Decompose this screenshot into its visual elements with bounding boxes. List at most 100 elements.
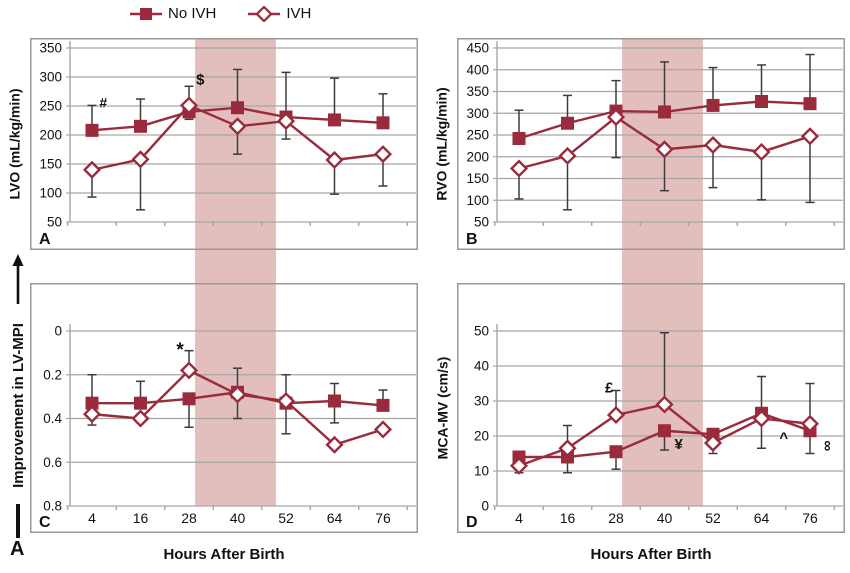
y-tick-label: 100 bbox=[466, 193, 489, 208]
x-tick-label: 16 bbox=[560, 510, 576, 526]
data-point-marker bbox=[800, 127, 820, 146]
legend-item-no-ivh: No IVH bbox=[128, 5, 216, 22]
x-tick-label: 4 bbox=[88, 510, 96, 526]
data-point-marker bbox=[276, 391, 296, 411]
data-point-marker bbox=[703, 433, 723, 453]
y-tick-label: 200 bbox=[466, 149, 489, 164]
x-tick-label: 52 bbox=[278, 510, 294, 526]
data-point-marker bbox=[85, 123, 99, 137]
y-tick-label: 300 bbox=[39, 70, 62, 85]
x-tick-label: 64 bbox=[754, 510, 770, 526]
panel-d-svg: £ ¥ ^ ∞ 0 10 20 30 40 50 4 16 28 40 52 64 76 D bbox=[457, 283, 845, 533]
highlight-band-gap-right bbox=[622, 250, 703, 283]
data-point-marker bbox=[328, 394, 341, 408]
data-point-marker bbox=[179, 96, 199, 115]
y-tick-label: 400 bbox=[466, 62, 489, 77]
panel-c-chart: * 0 0.2 0.4 0.6 0.8 4 16 28 40 52 64 76 C bbox=[30, 283, 418, 533]
series-markers-diamond bbox=[509, 395, 820, 475]
y-tick-label: 0.2 bbox=[43, 367, 62, 382]
data-point-marker bbox=[231, 101, 244, 115]
y-tick-label: 250 bbox=[39, 99, 62, 114]
annotation-symbol: $ bbox=[196, 72, 205, 89]
data-point-marker bbox=[325, 435, 344, 454]
annotation-symbol: £ bbox=[605, 379, 614, 396]
data-point-marker bbox=[509, 456, 529, 475]
data-point-marker bbox=[658, 424, 671, 438]
legend-label-no-ivh: No IVH bbox=[168, 5, 217, 22]
panel-border bbox=[457, 38, 845, 250]
gridlines bbox=[493, 47, 843, 223]
y-tick-label: 50 bbox=[474, 324, 489, 339]
axes bbox=[494, 324, 835, 510]
data-point-marker bbox=[82, 160, 102, 179]
panel-c-svg: * 0 0.2 0.4 0.6 0.8 4 16 28 40 52 64 76 C bbox=[30, 283, 418, 533]
figure-label: A bbox=[10, 538, 25, 560]
data-point-marker bbox=[509, 159, 529, 178]
gridlines bbox=[66, 47, 416, 223]
data-point-marker bbox=[755, 95, 768, 109]
axis-tail-line bbox=[16, 504, 20, 538]
data-point-marker bbox=[373, 420, 393, 439]
x-axis-title-left: Hours After Birth bbox=[163, 546, 285, 563]
data-point-marker bbox=[134, 119, 147, 133]
y-axis-title-lv-mpi: Improvement in LV-MPI bbox=[4, 254, 32, 538]
data-point-marker bbox=[658, 105, 671, 119]
error-bars-square bbox=[514, 53, 815, 139]
data-point-marker bbox=[752, 142, 771, 162]
panel-d-chart: £ ¥ ^ ∞ 0 10 20 30 40 50 4 16 28 40 52 64 76 D bbox=[457, 283, 845, 533]
y-tick-label: 20 bbox=[474, 429, 489, 444]
annotation-symbol: # bbox=[99, 95, 107, 111]
square-marker-icon bbox=[130, 7, 162, 20]
y-tick-label: 0.4 bbox=[43, 411, 62, 426]
diamond-marker-icon bbox=[248, 5, 281, 22]
data-point-marker bbox=[228, 385, 247, 404]
data-point-marker bbox=[558, 439, 577, 458]
data-point-marker bbox=[803, 97, 817, 111]
data-point-marker bbox=[131, 150, 150, 169]
data-point-marker bbox=[179, 361, 199, 380]
annotation-symbol: * bbox=[176, 340, 184, 361]
x-tick-label: 76 bbox=[375, 510, 391, 526]
x-tick-label: 16 bbox=[133, 510, 149, 526]
panel-letter: C bbox=[39, 514, 51, 531]
data-point-marker bbox=[609, 445, 623, 459]
y-tick-label: 0.6 bbox=[43, 455, 62, 470]
arrow-up-icon bbox=[12, 254, 24, 304]
axes bbox=[494, 41, 835, 226]
data-point-marker bbox=[606, 108, 626, 127]
data-point-marker bbox=[800, 414, 820, 433]
data-point-marker bbox=[228, 117, 247, 136]
data-point-marker bbox=[328, 113, 341, 127]
y-tick-label: 0 bbox=[54, 324, 62, 339]
y-tick-label: 100 bbox=[39, 186, 62, 201]
x-tick-label: 28 bbox=[181, 510, 197, 526]
x-tick-label: 4 bbox=[515, 510, 523, 526]
y-tick-label: 40 bbox=[474, 359, 489, 374]
y-tick-label: 200 bbox=[39, 128, 62, 143]
x-axis-title-right: Hours After Birth bbox=[590, 546, 712, 563]
panel-border bbox=[30, 283, 418, 533]
data-point-marker bbox=[655, 395, 674, 414]
annotation-symbol: ^ bbox=[779, 429, 788, 446]
data-point-marker bbox=[561, 116, 574, 130]
panel-b-svg: 50 100 150 200 250 300 350 400 450 B bbox=[457, 38, 845, 250]
legend-item-ivh: IVH bbox=[246, 5, 311, 22]
y-tick-label: 30 bbox=[474, 394, 489, 409]
x-tick-label: 64 bbox=[327, 510, 343, 526]
y-tick-label: 300 bbox=[466, 106, 489, 121]
x-tick-label: 40 bbox=[230, 510, 246, 526]
x-tick-label: 40 bbox=[657, 510, 673, 526]
annotation-symbol: ¥ bbox=[674, 436, 683, 453]
x-tick-label: 76 bbox=[802, 510, 818, 526]
x-tick-label: 52 bbox=[705, 510, 721, 526]
panel-border bbox=[457, 283, 845, 533]
data-point-marker bbox=[373, 145, 393, 164]
data-point-marker bbox=[512, 131, 526, 145]
panel-b-chart: 50 100 150 200 250 300 350 400 450 B bbox=[457, 38, 845, 250]
legend: No IVH IVH bbox=[128, 5, 311, 22]
data-point-marker bbox=[752, 409, 771, 428]
legend-label-ivh: IVH bbox=[286, 5, 312, 22]
data-point-marker bbox=[376, 116, 390, 130]
data-point-marker bbox=[134, 396, 147, 410]
